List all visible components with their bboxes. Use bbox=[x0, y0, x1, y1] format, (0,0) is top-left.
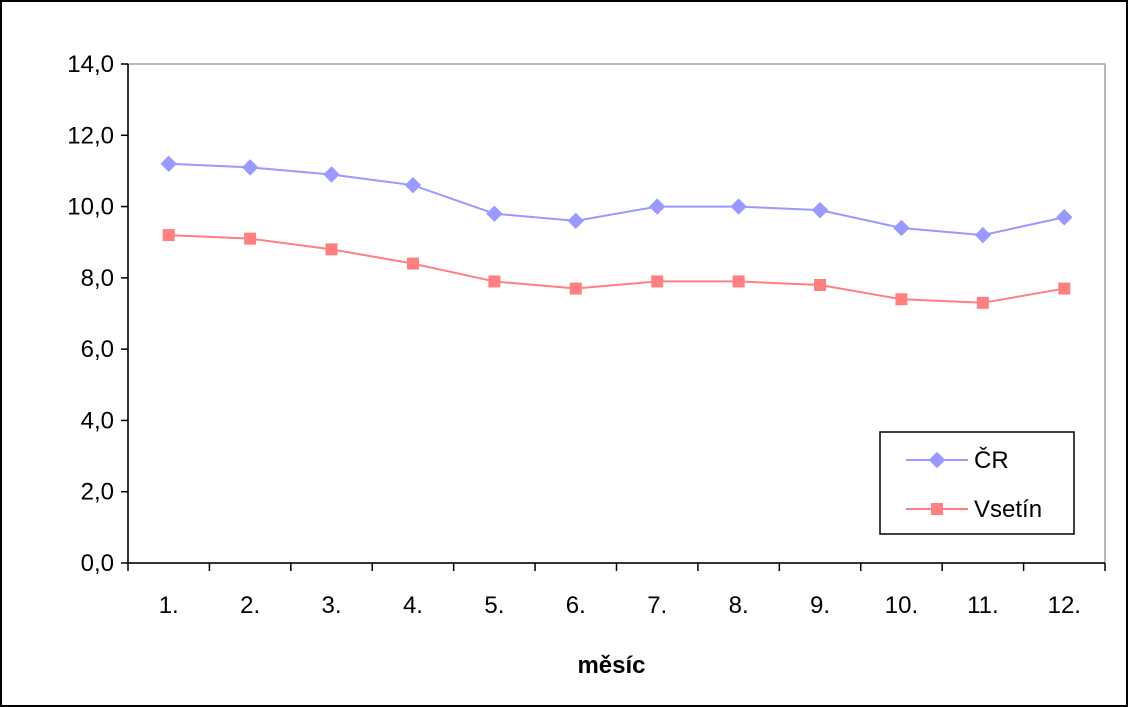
data-point bbox=[1058, 282, 1071, 295]
x-axis-title: měsíc bbox=[577, 652, 645, 679]
x-tick-label: 12. bbox=[1048, 592, 1081, 619]
y-tick-label: 10,0 bbox=[67, 194, 114, 221]
series-line bbox=[168, 234, 1065, 304]
data-point bbox=[976, 296, 989, 309]
y-tick-label: 8,0 bbox=[81, 265, 114, 292]
x-tick-label: 5. bbox=[484, 592, 504, 619]
y-tick-label: 4,0 bbox=[81, 407, 114, 434]
data-point bbox=[893, 219, 910, 237]
data-point bbox=[404, 176, 422, 194]
data-point bbox=[1056, 209, 1073, 226]
data-point bbox=[567, 212, 584, 230]
data-point bbox=[651, 275, 664, 288]
legend-item: ČR bbox=[906, 446, 1009, 474]
data-point bbox=[241, 159, 259, 176]
x-axis-tick-labels: 1. 2. 3. 4. 5. 6. 7. 8. 9. 10. 11. 12. bbox=[159, 592, 1081, 619]
data-point bbox=[160, 155, 177, 173]
series-1 bbox=[160, 155, 1073, 244]
series-2 bbox=[162, 229, 1071, 309]
data-point bbox=[811, 201, 829, 219]
legend: ČR Vsetín bbox=[879, 431, 1075, 535]
y-tick-label: 14,0 bbox=[67, 51, 114, 78]
legend-label: ČR bbox=[974, 446, 1009, 474]
data-point bbox=[974, 226, 992, 244]
legend-marker bbox=[931, 503, 943, 515]
data-point bbox=[162, 229, 175, 242]
data-point bbox=[486, 205, 503, 222]
x-tick-label: 6. bbox=[566, 592, 586, 619]
data-point bbox=[732, 275, 745, 288]
y-tick-label: 2,0 bbox=[81, 479, 114, 506]
data-point bbox=[406, 257, 419, 270]
data-point bbox=[569, 282, 582, 295]
data-point bbox=[488, 275, 501, 288]
x-tick-label: 8. bbox=[729, 592, 749, 619]
x-tick-label: 7. bbox=[647, 592, 667, 619]
x-tick-label: 10. bbox=[885, 592, 918, 619]
plot-series bbox=[160, 155, 1073, 309]
data-point bbox=[895, 293, 908, 306]
data-point bbox=[730, 198, 747, 215]
x-tick-label: 11. bbox=[967, 592, 999, 619]
series-line bbox=[168, 162, 1065, 237]
data-point bbox=[244, 232, 257, 245]
data-point bbox=[649, 198, 666, 215]
y-tick-label: 0,0 bbox=[81, 550, 114, 577]
axes bbox=[121, 63, 1106, 571]
data-point bbox=[814, 278, 827, 291]
y-axis-tick-labels: 0,0 2,0 4,0 6,0 8,0 10,0 12,0 14,0 bbox=[67, 51, 114, 577]
legend-item: Vsetín bbox=[906, 496, 1042, 523]
x-tick-label: 1. bbox=[159, 592, 179, 619]
y-tick-label: 6,0 bbox=[81, 336, 114, 363]
legend-marker bbox=[928, 451, 946, 469]
x-tick-label: 3. bbox=[322, 592, 342, 619]
x-tick-label: 2. bbox=[240, 592, 260, 619]
legend-label: Vsetín bbox=[974, 496, 1042, 523]
legend-box bbox=[879, 431, 1075, 535]
x-tick-label: 4. bbox=[403, 592, 423, 619]
y-tick-label: 12,0 bbox=[67, 122, 114, 149]
data-point bbox=[323, 166, 340, 183]
data-point bbox=[325, 243, 338, 256]
x-tick-label: 9. bbox=[810, 592, 830, 619]
